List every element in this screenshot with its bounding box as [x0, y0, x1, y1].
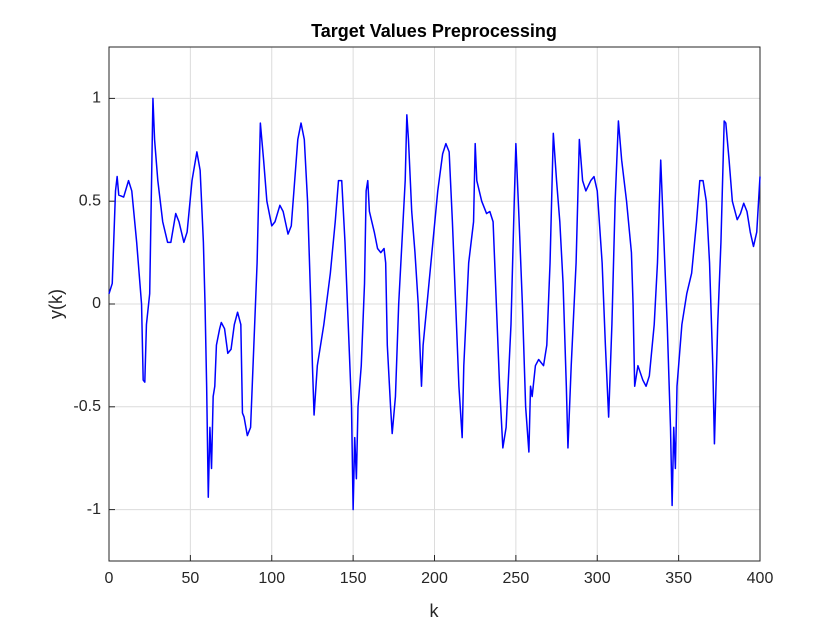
x-tick-label: 100 [258, 570, 285, 587]
data-line [108, 97, 761, 511]
x-axis-label: k [430, 601, 440, 621]
y-tick-label: 1 [92, 90, 101, 107]
y-tick-label: 0.5 [79, 192, 101, 209]
x-tick-label: 350 [665, 570, 692, 587]
y-axis-label: y(k) [46, 289, 66, 319]
y-tick-label: -1 [87, 501, 101, 518]
x-tick-label: 0 [105, 570, 114, 587]
y-tick-label: 0 [92, 295, 101, 312]
x-tick-label: 400 [747, 570, 774, 587]
y-tick-label: -0.5 [73, 398, 101, 415]
x-tick-label: 150 [340, 570, 367, 587]
x-tick-label: 300 [584, 570, 611, 587]
plot-frame [108, 46, 761, 562]
x-tick-label: 200 [421, 570, 448, 587]
x-tick-label: 250 [503, 570, 530, 587]
x-tick-label: 50 [181, 570, 199, 587]
chart-title: Target Values Preprocessing [311, 21, 557, 41]
